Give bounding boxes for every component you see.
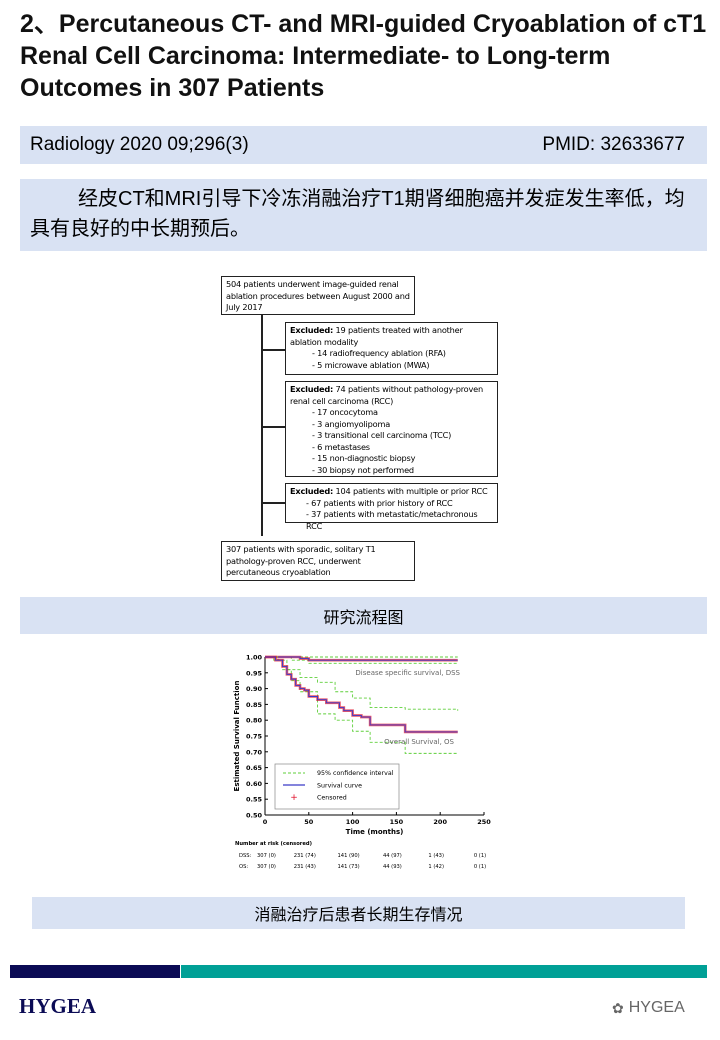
watermark-text: HYGEA	[628, 999, 685, 1016]
y-tick-label: 0.55	[246, 796, 263, 804]
survival-chart: 0.50 0.55 0.60 0.65 0.70 0.75 0.80 0.85 0.90 0.95…	[233, 654, 491, 871]
exclusion-text: 104 patients with multiple or prior RCC	[333, 486, 488, 496]
x-tick-label: 50	[304, 818, 314, 826]
exclusion-item: - 15 non-diagnostic biopsy	[312, 453, 416, 463]
journal-citation: Radiology 2020 09;296(3)	[30, 134, 249, 155]
x-tick-label: 250	[477, 818, 491, 826]
risk-value: 231 (74)	[294, 853, 316, 859]
y-tick-label: 0.65	[246, 764, 263, 772]
y-tick-label: 0.70	[246, 748, 263, 756]
exclusion-item: - 30 biopsy not performed	[312, 464, 414, 475]
y-tick-label: 1.00	[246, 654, 263, 662]
exclusion-item: - 67 patients with prior history of RCC	[306, 497, 453, 508]
exclusion-item: - 5 microwave ablation (MWA)	[312, 359, 430, 370]
flow-arrow	[261, 426, 285, 428]
watermark: ✿ HYGEA	[612, 999, 685, 1017]
exclusion-text: 74 patients without pathology-proven ren…	[290, 384, 483, 406]
flow-exclusion-box-1: Excluded: 19 patients treated with anoth…	[285, 322, 498, 375]
os-annotation: Overall Survival, OS	[384, 738, 454, 746]
hygea-logo: HYGEA	[19, 994, 97, 1018]
wechat-icon: ✿	[612, 999, 624, 1016]
risk-value: 44 (93)	[383, 864, 402, 870]
risk-value: 1 (43)	[428, 853, 444, 859]
x-tick-label: 200	[433, 818, 447, 826]
risk-value: 0 (1)	[474, 864, 486, 870]
y-tick-label: 0.95	[246, 669, 263, 677]
x-tick-label: 0	[263, 818, 268, 826]
exclusion-text: 19 patients treated with another ablatio…	[290, 325, 463, 347]
excluded-label: Excluded:	[290, 486, 334, 496]
exclusion-item: - 3 angiomyolipoma	[312, 418, 391, 429]
exclusion-item: - 37 patients with metastatic/metachrono…	[306, 509, 478, 531]
figure-caption-1: 研究流程图	[20, 597, 707, 634]
flow-exclusion-box-3: Excluded: 104 patients with multiple or …	[285, 483, 498, 531]
citation-bar: Radiology 2020 09;296(3) PMID: 32633677	[20, 126, 707, 164]
footer-bar-navy	[10, 965, 180, 978]
y-tick-label: 0.90	[246, 685, 263, 693]
legend-entry: Survival curve	[317, 782, 362, 789]
x-tick-label: 150	[390, 818, 404, 826]
exclusion-item: - 14 radiofrequency ablation (RFA)	[312, 348, 446, 358]
dss-censored-marks	[265, 655, 458, 662]
risk-value: 141 (73)	[337, 864, 359, 870]
y-tick-label: 0.60	[246, 780, 263, 788]
risk-value: 0 (1)	[474, 853, 486, 859]
os-ci-upper	[265, 656, 459, 711]
flow-exclusion-box-2: Excluded: 74 patients without pathology-…	[285, 381, 498, 477]
x-tick-label: 100	[346, 818, 360, 826]
flow-start-box: 504 patients underwent image-guided rena…	[221, 276, 415, 315]
flow-connector	[261, 314, 263, 536]
risk-value: 1 (42)	[428, 864, 444, 870]
legend-entry: Censored	[317, 795, 347, 802]
dss-annotation: Disease specific survival, DSS	[355, 669, 460, 677]
risk-value: 307 (0)	[257, 853, 276, 859]
os-survival-curve	[265, 656, 458, 733]
pmid: PMID: 32633677	[542, 134, 685, 155]
y-tick-label: 0.50	[246, 812, 263, 820]
y-axis-label: Estimated Survival Function	[233, 681, 241, 792]
excluded-label: Excluded:	[290, 325, 334, 335]
excluded-label: Excluded:	[290, 384, 334, 394]
flow-end-box: 307 patients with sporadic, solitary T1 …	[221, 541, 415, 581]
risk-value: 141 (90)	[337, 853, 359, 859]
dss-survival-curve	[265, 656, 458, 661]
x-axis-label: Time (months)	[346, 828, 404, 836]
flow-arrow	[261, 502, 285, 504]
risk-value: 231 (43)	[294, 864, 316, 870]
risk-row-label: OS:	[239, 864, 248, 870]
legend-box	[274, 763, 400, 810]
footer-bar-teal	[181, 965, 707, 978]
risk-value: 44 (97)	[383, 853, 402, 859]
risk-value: 307 (0)	[257, 864, 276, 870]
article-title: 2、Percutaneous CT- and MRI-guided Cryoab…	[20, 10, 707, 102]
figure-caption-2: 消融治疗后患者长期生存情况	[32, 897, 685, 929]
y-tick-label: 0.80	[246, 717, 263, 725]
legend-censored-icon: +	[290, 793, 298, 803]
y-tick-label: 0.85	[246, 701, 263, 709]
risk-row-label: DSS:	[239, 853, 252, 859]
exclusion-item: - 17 oncocytoma	[312, 407, 378, 417]
summary-text: 经皮CT和MRI引导下冷冻消融治疗T1期肾细胞癌并发症发生率低，均具有良好的中长…	[20, 179, 707, 251]
flow-arrow	[261, 349, 285, 351]
exclusion-item: - 6 metastases	[312, 441, 370, 452]
exclusion-item: - 3 transitional cell carcinoma (TCC)	[312, 430, 452, 440]
y-tick-label: 0.75	[246, 733, 263, 741]
legend-entry: 95% confidence interval	[317, 770, 394, 777]
risk-table-title: Number at risk (censored)	[235, 841, 312, 847]
